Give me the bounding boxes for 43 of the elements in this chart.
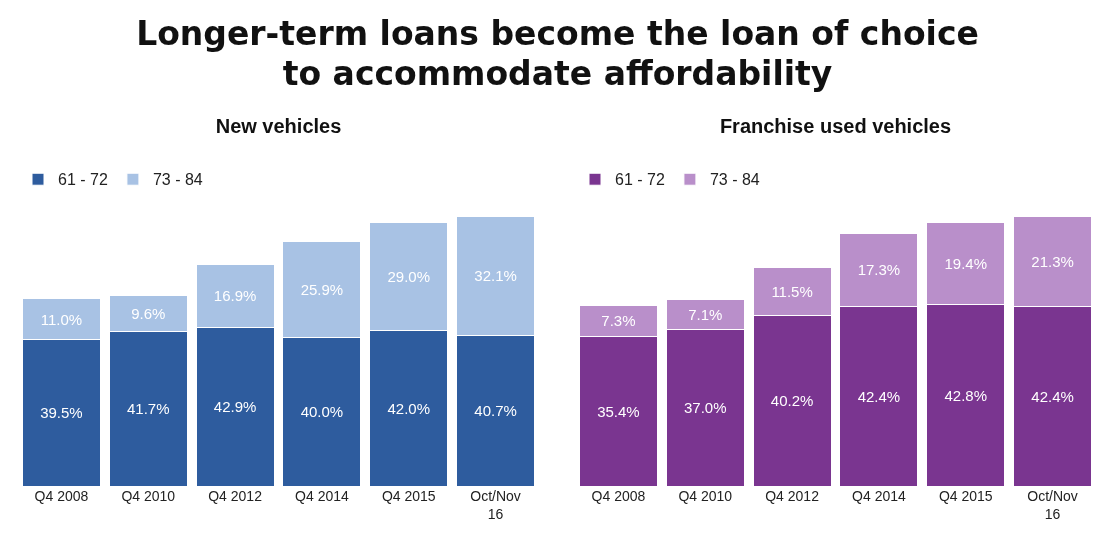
data-label: 25.9% — [300, 281, 344, 299]
data-label: 19.4% — [944, 255, 988, 273]
data-label: 40.7% — [474, 402, 517, 420]
x-tick-label: Oct/Nov 16 — [470, 488, 521, 523]
data-label: 37.0% — [683, 399, 727, 417]
x-tick-label: Q4 2008 — [34, 488, 89, 504]
x-tick-label: Q4 2010 — [678, 488, 733, 504]
data-label: 40.2% — [770, 392, 814, 410]
legend-label: 61 - 72 — [615, 171, 665, 189]
data-label: 42.8% — [944, 386, 988, 404]
data-label: 42.9% — [213, 398, 257, 416]
x-tick-label: Q4 2008 — [591, 488, 646, 504]
data-label: 7.1% — [688, 305, 723, 323]
data-label: 41.7% — [126, 400, 170, 418]
data-label: 32.1% — [474, 267, 517, 285]
data-label: 11.0% — [40, 310, 83, 328]
chart-subtitle: New vehicles — [215, 114, 342, 137]
data-label: 17.3% — [857, 261, 901, 279]
data-label: 29.0% — [387, 268, 431, 286]
data-label: 21.3% — [1031, 252, 1074, 270]
legend-label: 73 - 84 — [152, 171, 203, 189]
chart-title: Longer-term loans become the loan of choice to accommodate affordability — [135, 13, 980, 95]
data-label: 35.4% — [597, 402, 640, 420]
data-label: 9.6% — [131, 305, 166, 323]
x-tick-label: Q4 2015 — [938, 488, 993, 504]
data-label: 16.9% — [213, 287, 257, 305]
data-label: 42.4% — [1031, 387, 1074, 405]
x-tick-label: Q4 2015 — [381, 488, 436, 504]
x-tick-label: Q4 2010 — [121, 488, 176, 504]
x-tick-label: Q4 2012 — [765, 488, 820, 504]
data-label: 40.0% — [300, 403, 344, 421]
x-tick-label: Q4 2014 — [295, 488, 349, 504]
x-tick-label: Q4 2012 — [208, 488, 263, 504]
x-tick-label: Oct/Nov 16 — [1027, 488, 1078, 523]
legend-label: 61 - 72 — [58, 171, 108, 189]
x-tick-label: Q4 2014 — [852, 488, 906, 504]
data-label: 39.5% — [40, 404, 83, 422]
chart-title: Franchise used vehicles — [719, 114, 952, 137]
data-label: 42.0% — [387, 399, 431, 417]
data-label: 7.3% — [601, 312, 636, 330]
data-label: 11.5% — [771, 282, 813, 300]
legend-label: 73 - 84 — [709, 171, 760, 189]
data-label: 42.4% — [857, 387, 901, 405]
